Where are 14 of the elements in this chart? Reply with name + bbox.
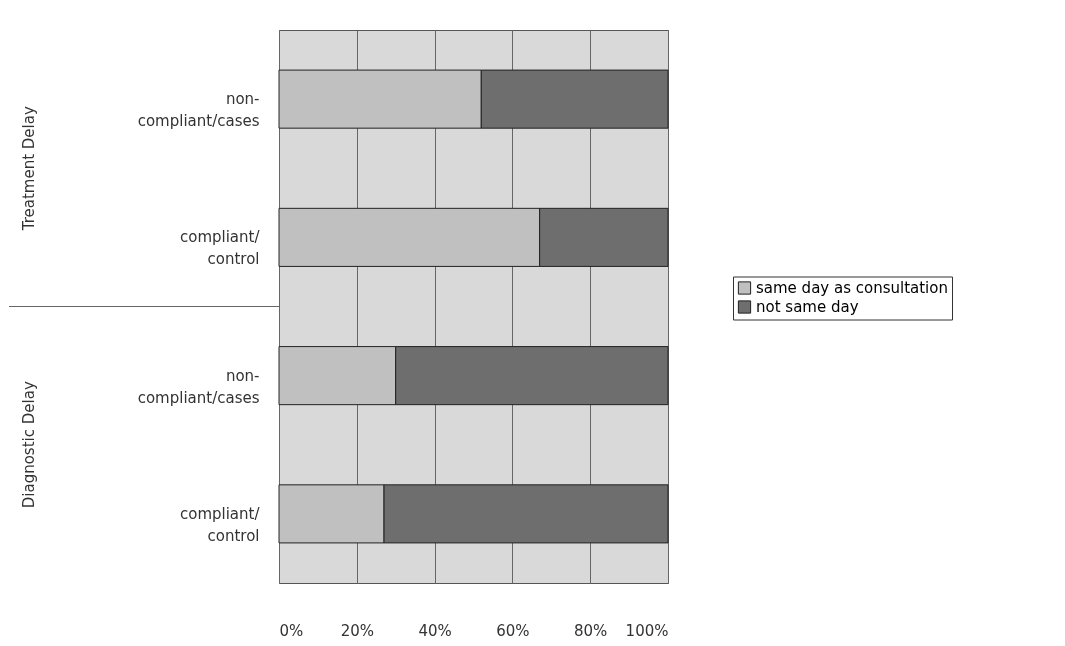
x-tick-label: 0% (279, 621, 304, 640)
text: Diagnostic Delay (20, 381, 38, 509)
text: Treatment Delay (20, 106, 38, 232)
y-tick-label: compliant/ control (179, 228, 261, 269)
legend-label: same day as consultation (756, 279, 948, 297)
x-tick-label: 80% (574, 621, 608, 640)
x-tick-label: 40% (418, 621, 452, 640)
x-tick-label: 60% (496, 621, 530, 640)
y-tick-label: compliant/ control (179, 504, 261, 545)
legend-label: not same day (756, 298, 859, 316)
y-tick-label: non- compliant/cases (137, 366, 260, 407)
x-tick-label: 20% (340, 621, 374, 640)
y-tick-label: non- compliant/cases (137, 90, 260, 131)
x-tick-label: 100% (625, 621, 669, 640)
